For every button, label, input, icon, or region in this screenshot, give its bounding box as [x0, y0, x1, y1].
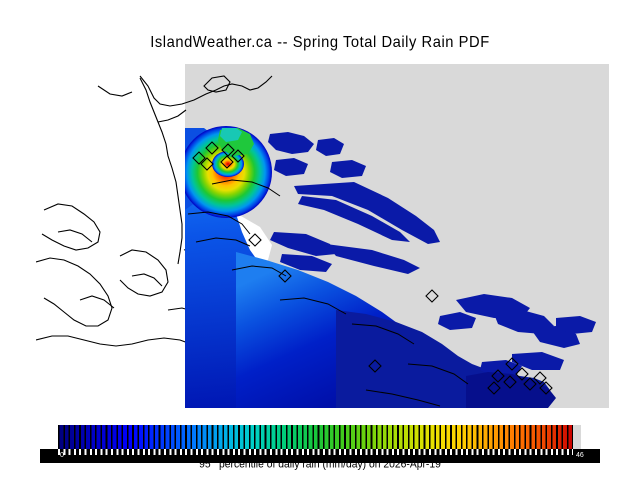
diamond-marker	[505, 357, 519, 371]
colorbar[interactable]: 0 46	[40, 425, 600, 463]
caption-rest: percentile of daily rain (mm/day) on 202…	[216, 458, 441, 471]
diamond-marker	[192, 151, 206, 165]
diamond-marker	[425, 289, 439, 303]
diamond-marker	[368, 359, 382, 373]
rainfall-data-overlay	[185, 126, 596, 408]
map-panel[interactable]	[36, 64, 609, 408]
diamond-marker	[200, 157, 214, 171]
colorbar-axis-ticks	[58, 449, 573, 455]
diamond-marker	[533, 371, 547, 385]
diamond-marker	[220, 155, 234, 169]
diamond-marker	[221, 143, 235, 157]
sea-data-north-patch-teal	[220, 128, 242, 142]
diamond-marker	[248, 233, 262, 247]
colorbar-max-label: 46	[576, 452, 584, 459]
diamond-marker	[205, 141, 219, 155]
station-markers[interactable]	[192, 141, 553, 395]
colorbar-end-cap	[573, 425, 581, 449]
diamond-marker	[491, 369, 505, 383]
colorbar-lead-line	[40, 455, 60, 457]
page-title: IslandWeather.ca -- Spring Total Daily R…	[150, 34, 490, 51]
caption-percentile-suffix: th	[210, 458, 217, 465]
inland-water-bodies	[268, 132, 596, 376]
colorbar-axis: 0 46	[40, 449, 600, 463]
caption-percentile-number: 95	[199, 458, 211, 471]
diamond-marker	[487, 381, 501, 395]
diamond-marker	[503, 375, 517, 389]
diamond-marker	[523, 377, 537, 391]
diamond-marker	[278, 269, 292, 283]
diamond-marker	[515, 367, 529, 381]
coastline-outlines-right	[187, 179, 469, 407]
colorbar-min-label: 0	[60, 452, 64, 459]
colorbar-caption: 95th percentile of daily rain (mm/day) o…	[19, 458, 621, 471]
diamond-marker	[539, 381, 553, 395]
colorbar-segment-separators	[58, 425, 573, 449]
rainfall-hotspot-core	[212, 151, 244, 177]
diamond-marker	[231, 149, 245, 163]
map-graphic[interactable]	[36, 64, 609, 408]
